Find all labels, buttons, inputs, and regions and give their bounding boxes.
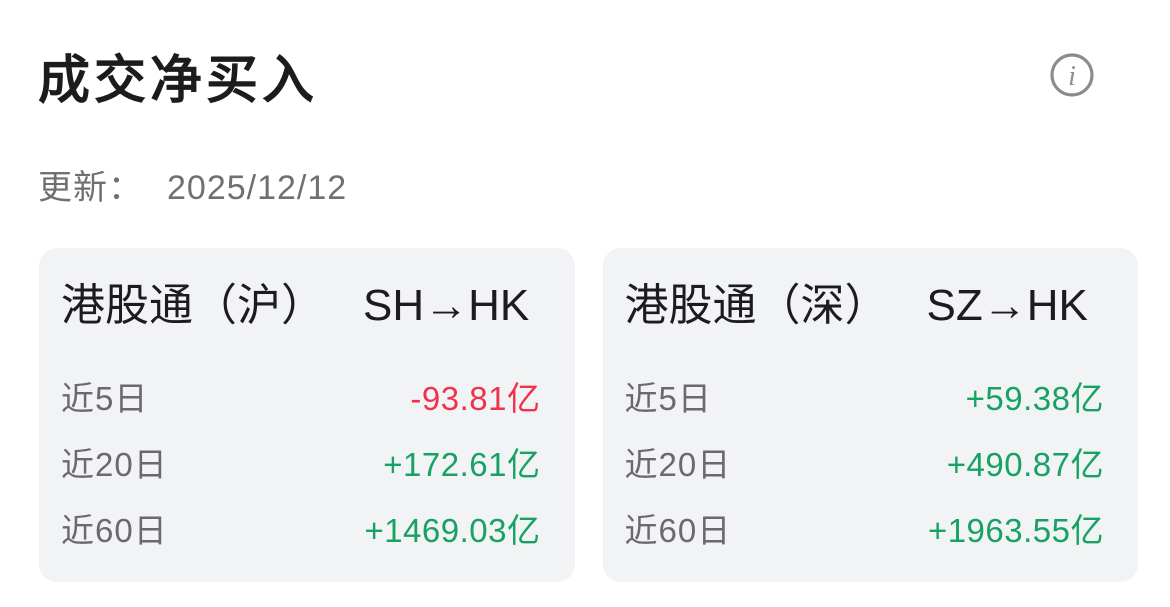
page-title: 成交净买入 (38, 52, 319, 110)
update-line: 更新： 2025/12/12 (38, 160, 347, 209)
info-icon: i (1048, 53, 1096, 102)
stat-value: +172.61亿 (383, 446, 541, 483)
stat-value: +59.38亿 (965, 380, 1104, 417)
stat-row-5d: 近5日 -93.81亿 (61, 374, 541, 418)
stat-label: 近20日 (61, 446, 168, 483)
card-route: SZ→HK (926, 281, 1088, 330)
card-rows: 近5日 -93.81亿 近20日 +172.61亿 近60日 +1469.03亿 (61, 374, 541, 550)
connect-cards: 港股通（沪） SH→HK 近5日 -93.81亿 近20日 +172.61亿 近… (39, 248, 1138, 582)
stat-value: +490.87亿 (946, 446, 1104, 483)
stat-value: +1963.55亿 (927, 512, 1104, 549)
card-route: SH→HK (363, 281, 530, 330)
update-label: 更新： (38, 169, 143, 207)
card-sh-hk: 港股通（沪） SH→HK 近5日 -93.81亿 近20日 +172.61亿 近… (39, 248, 575, 582)
card-market-name: 港股通（深） (624, 281, 889, 330)
card-rows: 近5日 +59.38亿 近20日 +490.87亿 近60日 +1963.55亿 (625, 374, 1105, 550)
stat-label: 近5日 (624, 380, 712, 417)
stat-row-60d: 近60日 +1963.55亿 (625, 506, 1105, 550)
card-market-name: 港股通（沪） (61, 281, 325, 330)
stat-label: 近5日 (61, 380, 149, 417)
card-header: 港股通（深） SZ→HK (625, 282, 1105, 330)
stat-row-5d: 近5日 +59.38亿 (625, 374, 1105, 418)
info-button[interactable]: i (1048, 51, 1096, 99)
stat-label: 近60日 (624, 512, 732, 549)
update-date: 2025/12/12 (167, 169, 348, 207)
stat-row-20d: 近20日 +490.87亿 (625, 440, 1105, 484)
stat-row-60d: 近60日 +1469.03亿 (61, 506, 541, 550)
stat-value: -93.81亿 (410, 380, 541, 417)
svg-text:i: i (1068, 61, 1076, 92)
card-sz-hk: 港股通（深） SZ→HK 近5日 +59.38亿 近20日 +490.87亿 近… (602, 248, 1138, 582)
stat-value: +1469.03亿 (364, 512, 541, 549)
card-header: 港股通（沪） SH→HK (61, 282, 541, 330)
stat-row-20d: 近20日 +172.61亿 (61, 440, 541, 484)
stat-label: 近20日 (624, 446, 732, 483)
stat-label: 近60日 (61, 512, 168, 549)
